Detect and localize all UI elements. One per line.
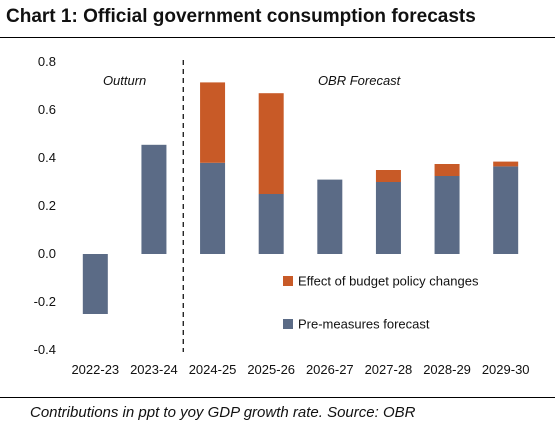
bar-pre-measures: [200, 162, 226, 254]
title-rule: [0, 37, 555, 38]
bar-budget-effect: [493, 161, 519, 167]
chart-title: Chart 1: Official government consumption…: [6, 6, 476, 27]
bar-budget-effect: [200, 82, 226, 163]
y-tick-label: 0.2: [38, 198, 56, 213]
x-axis: 2022-23 2023-24 2024-25 2025-26 2026-27 2027-…: [71, 362, 529, 377]
x-tick-label: 2027-28: [365, 362, 413, 377]
caption-rule: [0, 397, 555, 398]
x-tick-label: 2024-25: [189, 362, 237, 377]
bar-budget-effect: [375, 170, 401, 182]
bar-budget-effect: [258, 93, 284, 194]
bar-pre-measures: [141, 144, 167, 254]
bar-pre-measures: [375, 182, 401, 254]
bar-pre-measures: [317, 179, 343, 254]
annotation-forecast: OBR Forecast: [318, 73, 402, 88]
legend: Effect of budget policy changes Pre-measu…: [283, 274, 479, 332]
legend-swatch: [283, 319, 293, 329]
y-tick-label: -0.2: [34, 294, 56, 309]
y-tick-label: 0.4: [38, 150, 56, 165]
y-axis: -0.4 -0.2 0.0 0.2 0.4 0.6 0.8: [34, 54, 56, 357]
chart-caption: Contributions in ppt to yoy GDP growth r…: [30, 404, 416, 421]
chart: -0.4-0.20.00.20.40.60.8 2022-23 2023-24 20…: [34, 54, 530, 377]
bar-pre-measures: [82, 254, 108, 314]
x-tick-label: 2022-23: [71, 362, 119, 377]
y-tick-label: 0.0: [38, 246, 56, 261]
x-tick-label: 2029-30: [482, 362, 530, 377]
bar-pre-measures: [258, 194, 284, 254]
legend-label: Effect of budget policy changes: [298, 274, 479, 289]
annotation-outturn: Outturn: [103, 73, 146, 88]
legend-swatch: [283, 276, 293, 286]
bar-budget-effect: [434, 164, 460, 176]
x-tick-label: 2028-29: [423, 362, 471, 377]
legend-label: Pre-measures forecast: [298, 317, 430, 332]
y-tick-label: -0.4: [34, 342, 56, 357]
bars: [82, 82, 519, 314]
y-tick-label: 0.8: [38, 54, 56, 69]
x-tick-label: 2023-24: [130, 362, 178, 377]
x-tick-label: 2026-27: [306, 362, 354, 377]
y-tick-label: 0.6: [38, 102, 56, 117]
bar-pre-measures: [493, 166, 519, 254]
x-tick-label: 2025-26: [247, 362, 295, 377]
bar-pre-measures: [434, 176, 460, 254]
